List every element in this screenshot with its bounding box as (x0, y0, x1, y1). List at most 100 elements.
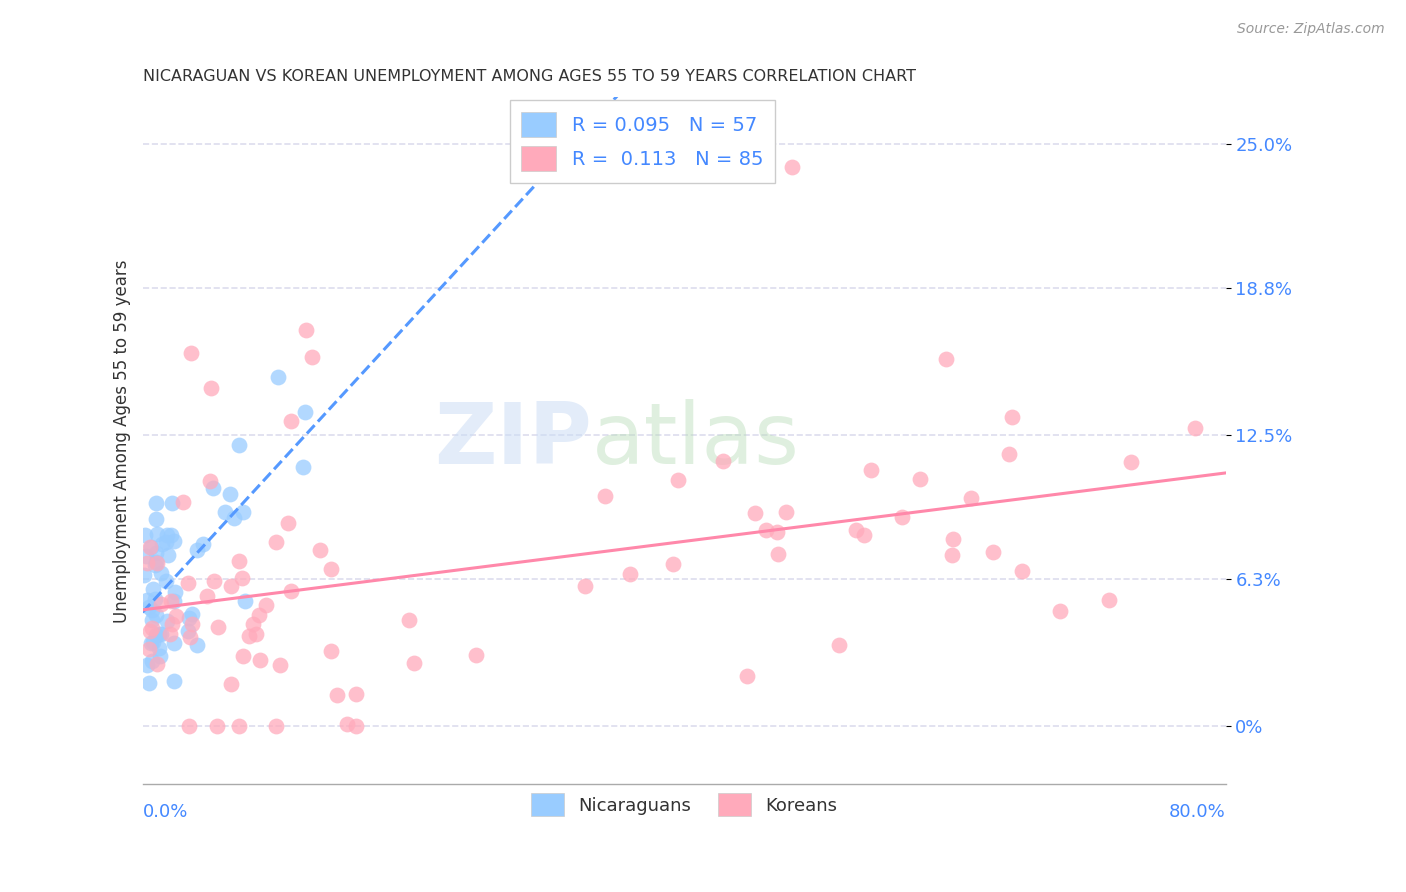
Point (162, 617, 184, 632)
Point (150, 566, 173, 581)
Point (1098, 593, 1121, 607)
Point (155, 535, 177, 549)
Point (172, 495, 194, 509)
Point (264, 719, 287, 733)
Point (766, 547, 789, 561)
Point (277, 516, 299, 531)
Point (233, 594, 256, 608)
Point (336, 716, 359, 731)
Point (214, 505, 236, 519)
Point (138, 599, 160, 614)
Point (135, 557, 157, 571)
Text: 0.0%: 0.0% (142, 803, 188, 821)
Point (200, 381, 222, 395)
Point (139, 540, 162, 554)
Point (136, 593, 159, 607)
Point (232, 505, 254, 519)
Point (711, 454, 734, 468)
Point (148, 627, 170, 641)
Point (221, 579, 243, 593)
Point (1184, 421, 1206, 435)
Point (145, 607, 167, 622)
Point (666, 473, 689, 487)
Point (1011, 564, 1033, 578)
Point (228, 554, 250, 568)
Point (145, 627, 167, 641)
Point (136, 658, 159, 673)
Point (207, 620, 229, 634)
Point (165, 584, 187, 599)
Point (344, 687, 367, 701)
Point (135, 549, 157, 564)
Point (1121, 455, 1143, 469)
Point (619, 567, 641, 582)
Point (186, 638, 208, 652)
Point (828, 638, 851, 652)
Point (309, 542, 332, 557)
Point (138, 541, 160, 555)
Text: 80.0%: 80.0% (1168, 803, 1226, 821)
Point (195, 589, 218, 603)
Point (139, 636, 162, 650)
Point (142, 635, 165, 649)
Point (163, 673, 186, 688)
Point (291, 459, 314, 474)
Point (935, 351, 957, 366)
Point (224, 511, 246, 525)
Point (1001, 410, 1024, 425)
Point (205, 719, 228, 733)
Point (344, 719, 367, 733)
Point (141, 655, 163, 669)
Point (231, 571, 253, 585)
Point (145, 526, 167, 541)
Point (150, 627, 173, 641)
Point (326, 689, 349, 703)
Point (148, 640, 170, 655)
Point (138, 675, 160, 690)
Point (163, 594, 186, 608)
Point (465, 648, 488, 663)
Point (221, 677, 243, 691)
Point (959, 491, 981, 505)
Point (139, 624, 162, 638)
Point (997, 447, 1019, 461)
Point (145, 512, 167, 526)
Point (294, 323, 316, 337)
Point (1049, 604, 1071, 618)
Point (782, 160, 804, 174)
Point (200, 474, 222, 488)
Point (735, 669, 758, 683)
Point (890, 510, 912, 524)
Point (755, 523, 778, 537)
Point (191, 537, 214, 551)
Text: atlas: atlas (592, 400, 800, 483)
Point (744, 506, 766, 520)
Point (180, 346, 202, 360)
Point (146, 657, 169, 672)
Legend: Nicaraguans, Koreans: Nicaraguans, Koreans (524, 786, 844, 823)
Point (150, 598, 173, 612)
Point (942, 533, 965, 547)
Point (242, 617, 264, 632)
Point (156, 528, 179, 542)
Point (159, 528, 181, 542)
Point (574, 579, 596, 593)
Point (219, 487, 242, 501)
Text: NICARAGUAN VS KOREAN UNEMPLOYMENT AMONG AGES 55 TO 59 YEARS CORRELATION CHART: NICARAGUAN VS KOREAN UNEMPLOYMENT AMONG … (142, 69, 915, 84)
Point (146, 556, 169, 570)
Point (177, 611, 200, 625)
Text: Source: ZipAtlas.com: Source: ZipAtlas.com (1237, 22, 1385, 37)
Point (254, 598, 277, 612)
Point (145, 496, 167, 510)
Point (157, 548, 180, 562)
Point (269, 657, 291, 672)
Point (280, 415, 302, 429)
Point (232, 649, 254, 664)
Point (845, 523, 868, 537)
Point (141, 621, 163, 635)
Point (661, 558, 683, 572)
Point (160, 496, 183, 510)
Point (228, 719, 250, 733)
Point (160, 594, 183, 608)
Point (143, 558, 166, 572)
